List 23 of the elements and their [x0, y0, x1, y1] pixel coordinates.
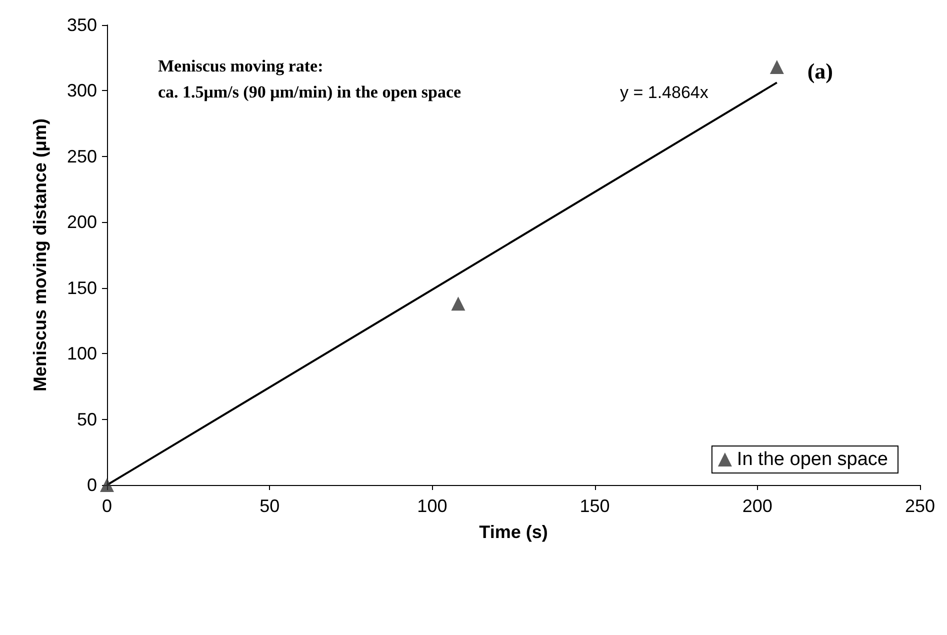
x-tick-label: 0: [102, 496, 112, 516]
y-tick-label: 0: [86, 475, 97, 495]
y-tick-label: 250: [66, 146, 97, 166]
y-tick-label: 150: [66, 278, 97, 298]
x-axis-title: Time (s): [479, 522, 548, 542]
x-tick-label: 250: [904, 496, 936, 516]
annotation: Meniscus moving rate: ca. 1.5μm/s (90 μm/min) in the open space: [158, 56, 462, 102]
y-tick-label: 50: [76, 409, 97, 430]
x-tick-label: 100: [417, 496, 448, 516]
y-tick-label: 300: [66, 80, 97, 101]
legend-label: In the open space: [736, 449, 888, 470]
y-tick-label: 100: [66, 344, 97, 364]
point: [770, 60, 784, 74]
annotation: (a): [807, 58, 834, 84]
x-tick-label: 200: [742, 496, 772, 516]
annotation: y = 1.4864x: [620, 83, 709, 102]
y-tick-label: 350: [66, 15, 97, 35]
y-axis-title: Meniscus moving distance (μm): [30, 118, 50, 392]
x-tick-label: 150: [580, 496, 610, 516]
point: [100, 478, 114, 492]
x-tick-label: 50: [260, 496, 280, 516]
y-tick-label: 200: [66, 212, 97, 232]
point: [451, 296, 466, 311]
